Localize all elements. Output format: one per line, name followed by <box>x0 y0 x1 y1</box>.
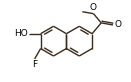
Text: O: O <box>90 3 97 12</box>
Text: HO: HO <box>14 29 28 38</box>
Text: O: O <box>115 20 122 29</box>
Text: F: F <box>32 60 37 69</box>
